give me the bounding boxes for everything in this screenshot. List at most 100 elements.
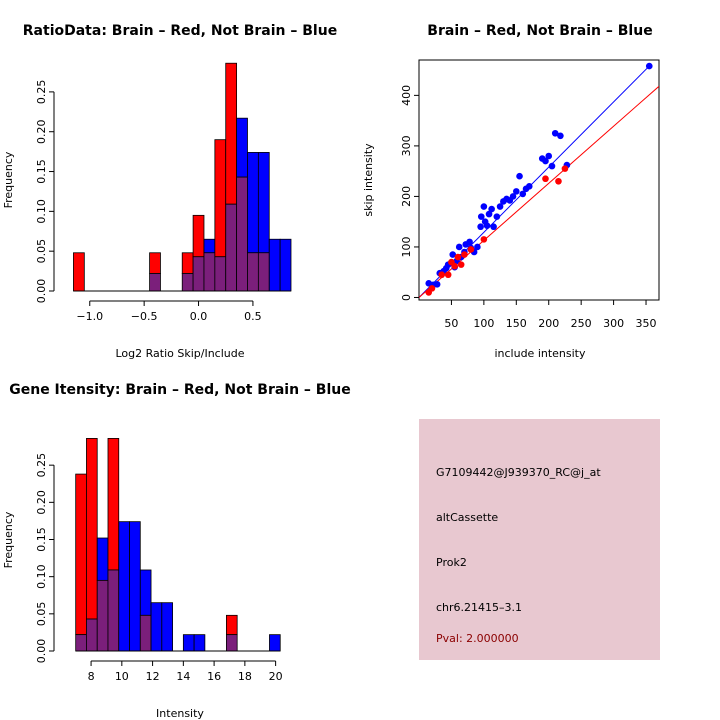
ratio-histogram-bar-overlap xyxy=(236,176,248,292)
scatter-point-not-brain xyxy=(483,222,491,230)
ratio-histogram-bar-brain xyxy=(149,252,161,274)
gene-intensity-bar-overlap xyxy=(226,634,238,652)
ratio-histogram-bar-brain xyxy=(214,139,227,258)
gene-intensity-y-tick-label: 0.25 xyxy=(35,453,48,478)
scatter-point-not-brain xyxy=(645,62,653,70)
ratio-histogram-y-tick-label: 0.05 xyxy=(35,239,48,264)
scatter-x-tick-label: 100 xyxy=(473,317,494,330)
info-event-type: altCassette xyxy=(436,511,498,524)
scatter-point-not-brain xyxy=(449,251,457,258)
scatter-x-tick-label: 150 xyxy=(506,317,527,330)
gene-intensity-bar-not-brain xyxy=(118,521,130,652)
gene-intensity-x-tick-label: 10 xyxy=(115,670,129,683)
ratio-histogram-bar-brain xyxy=(225,62,238,205)
ratio-histogram-bar-brain xyxy=(73,252,85,292)
scatter-point-brain xyxy=(555,177,562,185)
scatter-point-not-brain xyxy=(433,281,441,288)
scatter-x-tick-label: 200 xyxy=(538,317,559,330)
scatter-point-brain xyxy=(444,271,452,279)
ratio-histogram-y-tick-label: 0.10 xyxy=(35,199,48,224)
ratio-histogram-bar-overlap xyxy=(247,252,259,292)
scatter-point-not-brain xyxy=(490,223,497,231)
ratio-histogram-bar-overlap xyxy=(257,252,270,292)
gene-intensity-bar-overlap xyxy=(75,634,87,652)
scatter-point-not-brain xyxy=(516,172,523,180)
scatter-ylabel: skip intensity xyxy=(362,143,375,217)
scatter-point-brain xyxy=(542,175,549,183)
scatter-y-tick-label: 400 xyxy=(400,85,413,106)
ratio-histogram-x-tick-label: 0.0 xyxy=(190,310,208,323)
scatter-point-brain xyxy=(467,246,475,253)
gene-intensity-x-tick-label: 14 xyxy=(176,670,190,683)
gene-intensity-y-tick-label: 0.20 xyxy=(35,490,48,515)
scatter-y-tick-label: 0 xyxy=(400,294,413,301)
info-gene-name: Prok2 xyxy=(436,556,467,569)
ratio-histogram-bar-not-brain xyxy=(247,152,259,254)
scatter-point-not-brain xyxy=(542,157,549,165)
ratio-histogram-bar-overlap xyxy=(225,203,238,292)
gene-intensity-bar-brain xyxy=(75,473,87,636)
gene-intensity-bar-brain xyxy=(226,614,238,636)
scatter-point-not-brain xyxy=(545,152,553,160)
scatter-point-brain xyxy=(457,261,465,268)
scatter-point-brain xyxy=(438,271,446,279)
scatter-x-tick-label: 300 xyxy=(603,317,624,330)
ratio-histogram-y-tick-label: 0.25 xyxy=(35,80,48,105)
ratio-histogram-ylabel: Frequency xyxy=(2,151,15,208)
ratio-histogram-bar-not-brain xyxy=(279,238,292,292)
gene-intensity-histogram-panel: Gene Itensity: Brain – Red, Not Brain – … xyxy=(2,382,351,720)
ratio-histogram-axes: −1.0 −0.5 0.0 0.5 0.00 0.05 0.10 0.15 0.20 0.25 xyxy=(35,80,262,323)
info-probe-id: G7109442@J939370_RC@j_at xyxy=(436,466,601,479)
gene-intensity-bar-not-brain xyxy=(129,521,141,652)
gene-intensity-x-tick-label: 16 xyxy=(207,670,221,683)
gene-intensity-bar-not-brain xyxy=(193,634,206,652)
ratio-histogram-bar-overlap xyxy=(181,273,194,292)
scatter-point-brain xyxy=(480,236,488,243)
scatter-point-brain xyxy=(428,285,436,292)
gene-intensity-bar-overlap xyxy=(96,579,109,652)
gene-intensity-bar-brain xyxy=(107,438,120,571)
gene-intensity-bar-overlap xyxy=(86,618,98,652)
scatter-point-not-brain xyxy=(474,243,481,251)
scatter-point-not-brain xyxy=(493,213,501,220)
scatter-y-tick-label: 100 xyxy=(400,236,413,257)
scatter-point-not-brain xyxy=(519,190,527,198)
gene-intensity-bar-not-brain xyxy=(139,569,152,616)
ratio-histogram-x-tick-label: −0.5 xyxy=(131,310,158,323)
ratio-histogram-x-tick-label: 0.5 xyxy=(244,310,262,323)
scatter-point-brain xyxy=(454,253,462,261)
ratio-histogram-panel: RatioData: Brain – Red, Not Brain – Blue… xyxy=(2,23,337,360)
scatter-x-tick-label: 350 xyxy=(636,317,657,330)
gene-intensity-bar-brain xyxy=(86,438,98,620)
scatter-plot-axes: 50 100 150 200 250 300 350 0 100 200 300 400 xyxy=(400,85,657,330)
ratio-histogram-bar-not-brain xyxy=(203,238,216,254)
scatter-point-not-brain xyxy=(525,183,533,190)
ratio-histogram-bar-not-brain xyxy=(236,117,248,178)
ratio-histogram-x-tick-label: −1.0 xyxy=(76,310,103,323)
ratio-histogram-bar-overlap xyxy=(203,252,216,292)
ratio-histogram-y-tick-label: 0.15 xyxy=(35,159,48,184)
gene-intensity-x-tick-label: 20 xyxy=(269,670,283,683)
info-panel: G7109442@J939370_RC@j_at altCassette Pro… xyxy=(419,419,660,660)
intensity-scatter-panel: Brain – Red, Not Brain – Blue 50 100 150 20… xyxy=(362,23,660,360)
scatter-point-not-brain xyxy=(551,129,559,137)
gene-intensity-bars xyxy=(75,438,281,652)
scatter-xlabel: include intensity xyxy=(494,347,586,360)
scatter-point-not-brain xyxy=(480,203,488,210)
gene-intensity-y-tick-label: 0.00 xyxy=(35,639,48,664)
scatter-x-tick-label: 50 xyxy=(444,317,458,330)
gene-intensity-xlabel: Intensity xyxy=(156,707,204,720)
scatter-point-not-brain xyxy=(477,213,485,220)
scatter-point-not-brain xyxy=(477,223,484,231)
ratio-histogram-bars xyxy=(73,62,292,292)
gene-intensity-bar-overlap xyxy=(139,614,152,652)
scatter-point-brain xyxy=(461,251,468,258)
scatter-y-tick-label: 300 xyxy=(400,135,413,156)
gene-intensity-bar-not-brain xyxy=(150,602,163,652)
gene-intensity-x-tick-label: 12 xyxy=(146,670,160,683)
ratio-histogram-bar-overlap xyxy=(192,256,205,292)
ratio-histogram-bar-not-brain xyxy=(268,238,281,292)
ratio-histogram-y-tick-label: 0.00 xyxy=(35,279,48,304)
ratio-histogram-y-tick-label: 0.20 xyxy=(35,119,48,144)
